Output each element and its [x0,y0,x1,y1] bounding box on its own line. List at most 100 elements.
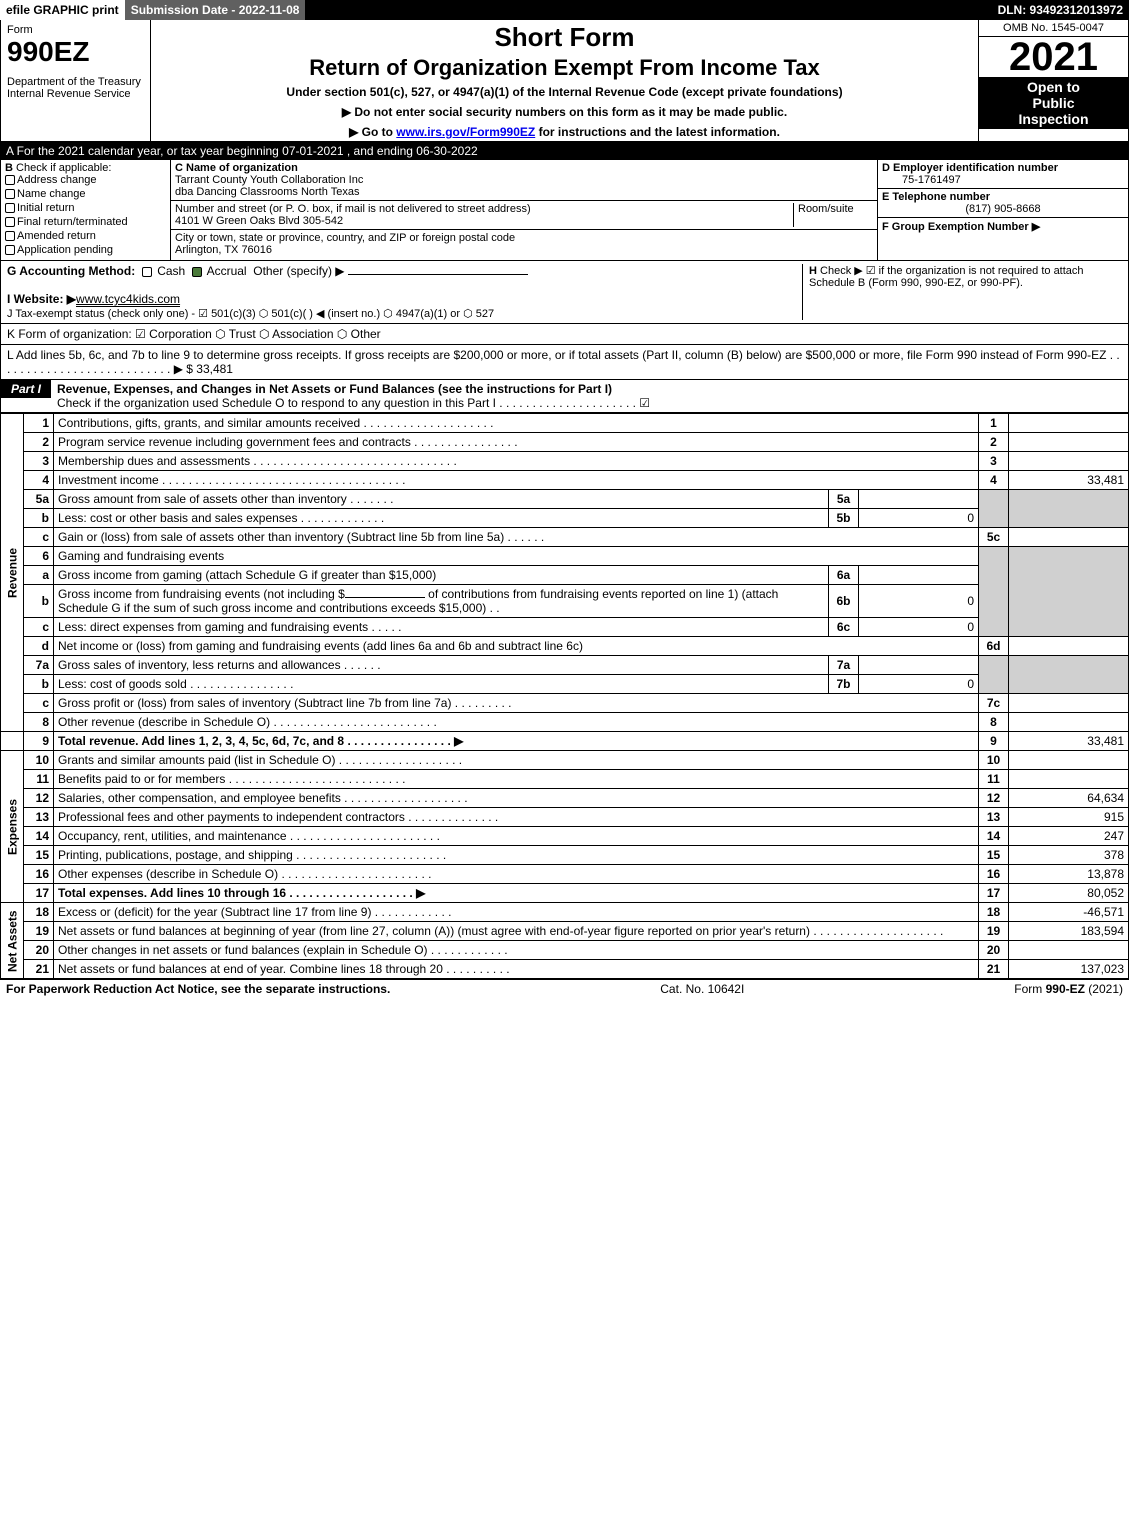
ln7b-num: b [24,675,54,694]
ln7b-sval: 0 [859,675,979,694]
shade-6 [979,547,1009,637]
ln19-desc: Net assets or fund balances at beginning… [54,922,979,941]
ln6d-rval [1009,637,1129,656]
ln7c-num: c [24,694,54,713]
ln19-num: 19 [24,922,54,941]
label-name-change: Name change [17,188,86,200]
ln9-rnum: 9 [979,732,1009,751]
open-line2: Public [981,95,1126,111]
ln5c-rval [1009,528,1129,547]
section-c: C Name of organization Tarrant County Yo… [171,160,878,260]
instr-suffix: for instructions and the latest informat… [535,125,780,139]
ln8-desc: Other revenue (describe in Schedule O) .… [54,713,979,732]
tax-year: 2021 [979,37,1128,77]
org-name-1: Tarrant County Youth Collaboration Inc [175,174,363,186]
ln10-rnum: 10 [979,751,1009,770]
ln8-rnum: 8 [979,713,1009,732]
ln6a-desc: Gross income from gaming (attach Schedul… [54,566,829,585]
section-c-label: C Name of organization [175,162,298,174]
section-e-label: E Telephone number [882,191,990,203]
ln15-rnum: 15 [979,846,1009,865]
ln6c-num: c [24,618,54,637]
open-line3: Inspection [981,111,1126,127]
ln6b-sval: 0 [859,585,979,618]
ln6b-sub: 6b [829,585,859,618]
ln6-desc: Gaming and fundraising events [54,547,979,566]
part1-header: Part I Revenue, Expenses, and Changes in… [0,380,1129,413]
footer-right-suffix: (2021) [1085,982,1123,996]
submission-date: Submission Date - 2022-11-08 [125,0,306,20]
ln4-num: 4 [24,471,54,490]
ln10-desc: Grants and similar amounts paid (list in… [54,751,979,770]
ln19-rnum: 19 [979,922,1009,941]
ln2-rnum: 2 [979,433,1009,452]
ln1-num: 1 [24,414,54,433]
ln20-rnum: 20 [979,941,1009,960]
ln16-rnum: 16 [979,865,1009,884]
section-h-prefix: H [809,265,817,277]
ln9-num: 9 [24,732,54,751]
ln2-num: 2 [24,433,54,452]
ln13-desc: Professional fees and other payments to … [54,808,979,827]
ln6c-sub: 6c [829,618,859,637]
ln15-num: 15 [24,846,54,865]
ln2-desc: Program service revenue including govern… [54,433,979,452]
check-if-applicable: Check if applicable: [16,162,111,174]
checkbox-final-return[interactable] [5,217,15,227]
ln3-rnum: 3 [979,452,1009,471]
section-k: K Form of organization: ☑ Corporation ⬡ … [0,324,1129,345]
section-d-label: D Employer identification number [882,162,1058,174]
ln5a-sub: 5a [829,490,859,509]
addr-label: Number and street (or P. O. box, if mail… [175,203,531,215]
checkbox-cash[interactable] [142,267,152,277]
website-link[interactable]: www.tcyc4kids.com [76,292,180,307]
ln6b-desc: Gross income from fundraising events (no… [54,585,829,618]
shade-7 [979,656,1009,694]
checkbox-accrual[interactable] [192,267,202,277]
checkbox-initial-return[interactable] [5,203,15,213]
section-b: B Check if applicable: Address change Na… [1,160,171,260]
ln5b-num: b [24,509,54,528]
checkbox-amended-return[interactable] [5,231,15,241]
ln5a-num: 5a [24,490,54,509]
ln5a-desc: Gross amount from sale of assets other t… [54,490,829,509]
ln5c-desc: Gain or (loss) from sale of assets other… [54,528,979,547]
label-other-specify: Other (specify) ▶ [253,264,344,278]
irs-link[interactable]: www.irs.gov/Form990EZ [396,125,535,139]
footer-right-form: 990-EZ [1046,982,1085,996]
efile-graphic-print[interactable]: efile GRAPHIC print [0,0,125,20]
shade-7v [1009,656,1129,694]
part1-tab: Part I [1,380,51,398]
side-expenses: Expenses [1,751,24,903]
section-j: J Tax-exempt status (check only one) - ☑… [7,308,494,320]
ln7c-rval [1009,694,1129,713]
ln7a-num: 7a [24,656,54,675]
ln4-desc: Investment income . . . . . . . . . . . … [54,471,979,490]
ln3-num: 3 [24,452,54,471]
checkbox-application-pending[interactable] [5,245,15,255]
dln-number: DLN: 93492312013972 [992,0,1129,20]
under-section: Under section 501(c), 527, or 4947(a)(1)… [157,85,972,99]
return-title: Return of Organization Exempt From Incom… [157,55,972,81]
shade-5 [979,490,1009,528]
org-city: Arlington, TX 76016 [175,244,272,256]
ln17-rnum: 17 [979,884,1009,903]
ln6-num: 6 [24,547,54,566]
ln4-rval: 33,481 [1009,471,1129,490]
checkbox-address-change[interactable] [5,175,15,185]
section-b-label: B [5,162,13,174]
ln3-desc: Membership dues and assessments . . . . … [54,452,979,471]
ln7c-desc: Gross profit or (loss) from sales of inv… [54,694,979,713]
ln5b-sub: 5b [829,509,859,528]
label-cash: Cash [157,264,185,278]
ln13-num: 13 [24,808,54,827]
ln1-desc: Contributions, gifts, grants, and simila… [54,414,979,433]
ln18-num: 18 [24,903,54,922]
part1-title: Revenue, Expenses, and Changes in Net As… [57,382,612,396]
ln7b-desc: Less: cost of goods sold . . . . . . . .… [54,675,829,694]
ln6a-num: a [24,566,54,585]
checkbox-name-change[interactable] [5,189,15,199]
ln17-rval: 80,052 [1009,884,1129,903]
part1-subtitle: Check if the organization used Schedule … [57,396,650,410]
section-l: L Add lines 5b, 6c, and 7b to line 9 to … [0,345,1129,380]
